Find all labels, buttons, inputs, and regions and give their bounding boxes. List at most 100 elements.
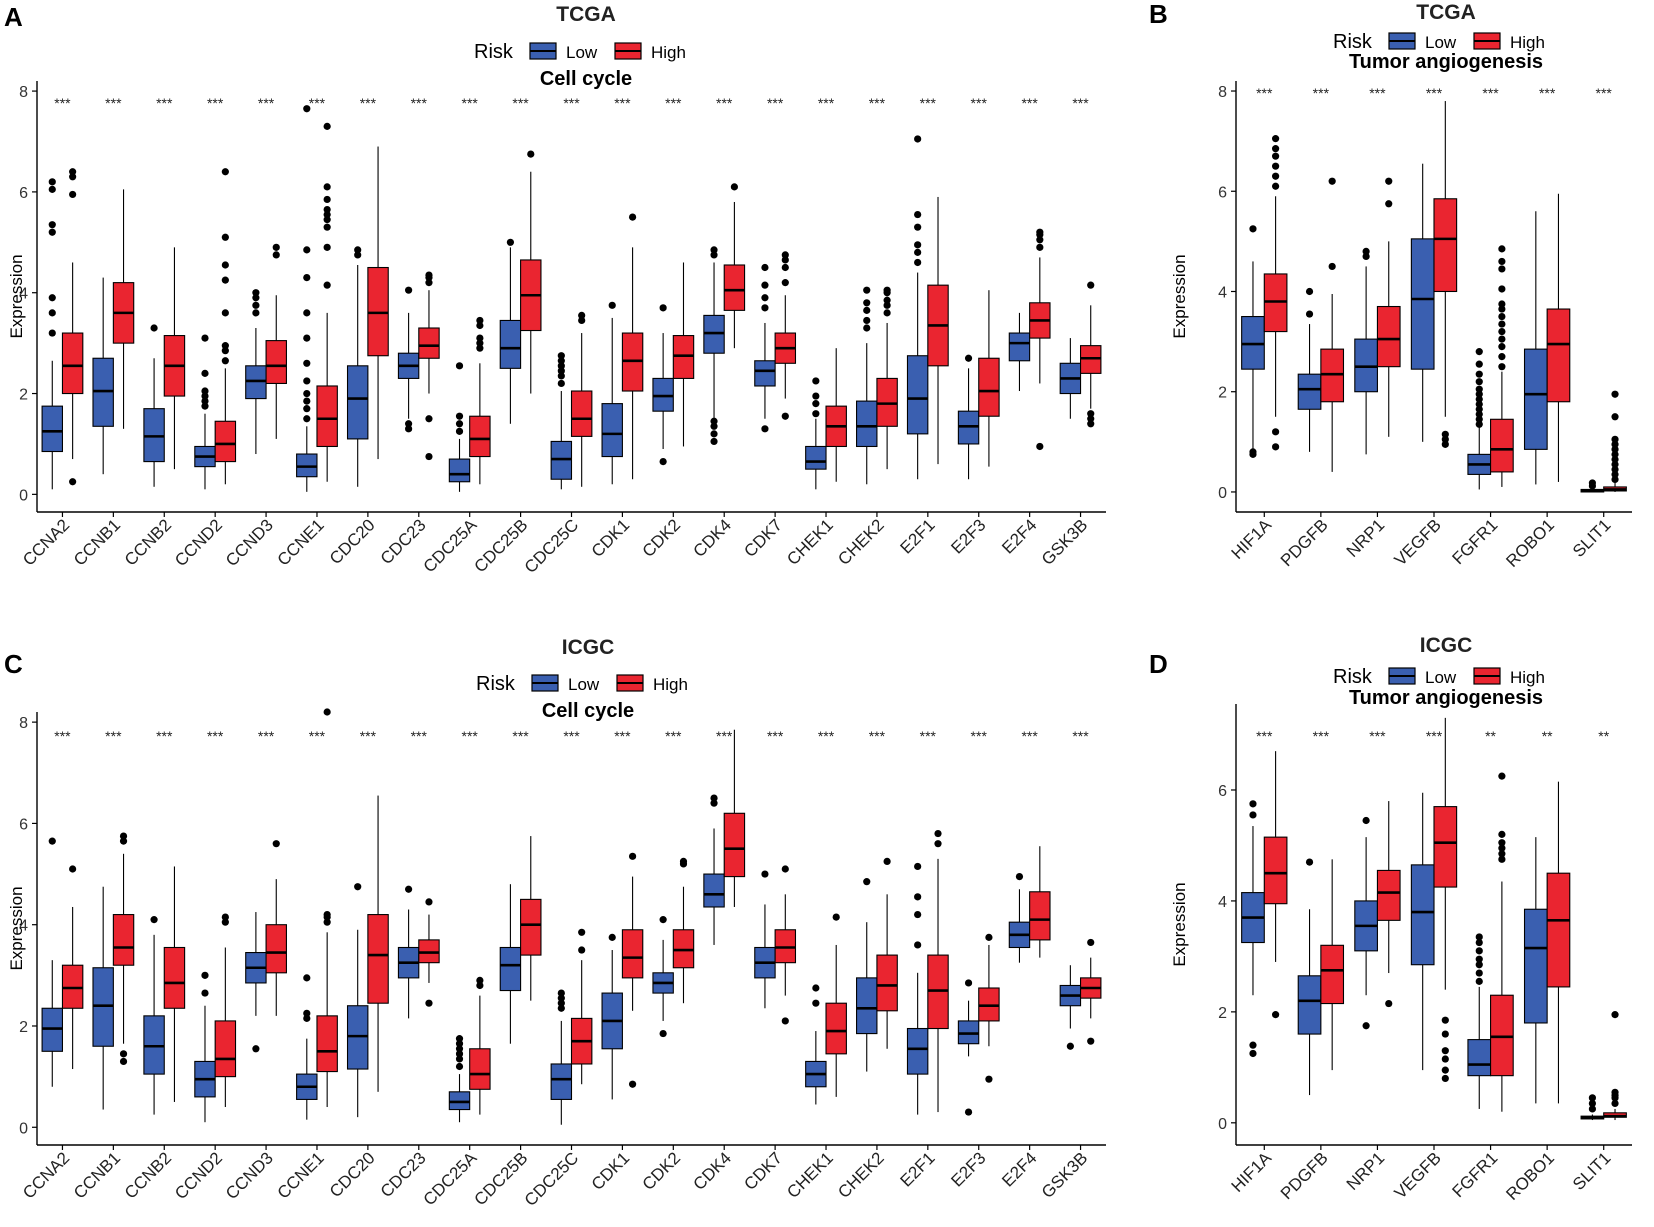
box-iqr	[1320, 944, 1345, 1005]
box-high	[1433, 101, 1458, 448]
category-nrp1: *** NRP1	[1343, 728, 1401, 1194]
outlier-point	[659, 304, 667, 312]
box-low	[805, 377, 827, 490]
outlier-point	[1475, 420, 1483, 428]
box-iqr	[469, 1048, 491, 1090]
outlier-point	[69, 865, 77, 873]
category-cdk2: *** CDK2	[639, 728, 695, 1194]
box-high	[1376, 177, 1401, 437]
outlier-point	[710, 246, 718, 254]
box-iqr	[805, 445, 827, 470]
outlier-point	[1249, 225, 1257, 233]
box-low	[957, 354, 980, 480]
box-high	[520, 836, 542, 1001]
significance-label: ***	[1021, 728, 1038, 744]
x-tick-label: CHEK1	[783, 515, 837, 569]
outlier-point	[303, 334, 311, 342]
category-pdgfb: *** PDGFB	[1277, 728, 1345, 1203]
outlier-point	[455, 1062, 464, 1071]
outlier-point	[781, 256, 789, 264]
outlier-point	[527, 150, 535, 158]
box-high	[112, 832, 135, 1066]
box-low	[906, 135, 929, 480]
outlier-point	[1087, 1037, 1095, 1045]
x-tick-label: E2F1	[896, 515, 938, 557]
significance-label: ***	[614, 95, 631, 111]
box-low	[1297, 858, 1322, 1096]
box-iqr	[1523, 348, 1548, 450]
box-iqr	[265, 340, 287, 385]
box-low	[652, 304, 674, 466]
significance-label: ***	[1369, 728, 1386, 744]
legend-title: Risk	[1333, 31, 1373, 53]
box-iqr	[1297, 975, 1322, 1035]
x-tick-label: CDK7	[740, 1148, 786, 1194]
box-high	[1079, 281, 1102, 428]
box-low	[1008, 312, 1031, 392]
outlier-point	[659, 1029, 667, 1038]
significance-label: ***	[1426, 85, 1443, 101]
box-low	[143, 916, 165, 1115]
x-tick-label: PDGFB	[1277, 515, 1332, 570]
box-iqr	[499, 946, 522, 992]
outlier-point	[1272, 152, 1280, 160]
box-iqr	[1467, 1039, 1492, 1077]
outlier-point	[914, 248, 922, 256]
outlier-point	[1475, 370, 1483, 378]
outlier-point	[578, 311, 586, 320]
outlier-point	[761, 263, 769, 272]
outlier-point	[1328, 177, 1336, 185]
box-low	[1008, 872, 1031, 963]
significance-label: **	[1485, 728, 1496, 744]
significance-label: ***	[563, 95, 580, 111]
outlier-point	[1498, 300, 1506, 308]
y-tick-label: 0	[1218, 1116, 1227, 1133]
outlier-point	[730, 183, 738, 191]
panel-label: C	[4, 649, 23, 679]
outlier-point	[1249, 1049, 1257, 1058]
category-ccnd3: *** CCND3	[222, 95, 287, 570]
outlier-point	[252, 301, 260, 309]
box-high	[61, 865, 84, 1070]
x-tick-label: NRP1	[1343, 1148, 1389, 1194]
box-low	[1059, 965, 1082, 1050]
box-high	[367, 795, 389, 1092]
outlier-point	[119, 832, 128, 840]
outlier-point	[354, 246, 362, 254]
box-low	[754, 870, 776, 1009]
outlier-point	[201, 402, 209, 410]
outlier-point	[1036, 236, 1044, 244]
outlier-point	[557, 357, 565, 365]
box-iqr	[1433, 806, 1458, 888]
outlier-point	[1498, 305, 1506, 313]
outlier-point	[964, 979, 973, 987]
outlier-point	[303, 397, 311, 405]
significance-label: ***	[1021, 95, 1038, 111]
outlier-point	[48, 329, 56, 337]
x-tick-label: E2F3	[947, 1148, 989, 1190]
outlier-point	[1498, 312, 1506, 321]
box-high	[723, 729, 746, 907]
significance-label: ***	[1256, 85, 1273, 101]
significance-label: ***	[665, 95, 682, 111]
legend-label-low: Low	[1425, 33, 1457, 52]
box-iqr	[906, 1027, 929, 1075]
legend-label-high: High	[1510, 668, 1545, 687]
outlier-point	[48, 221, 56, 229]
outlier-point	[303, 1009, 311, 1017]
outlier-point	[1305, 858, 1314, 866]
outlier-point	[628, 213, 637, 221]
outlier-point	[1475, 938, 1483, 947]
category-slit1: *** SLIT1	[1569, 85, 1627, 561]
x-tick-label: CDC25A	[420, 1148, 481, 1209]
category-ccnd3: *** CCND3	[222, 728, 287, 1203]
outlier-point	[252, 289, 260, 297]
box-iqr	[1490, 994, 1514, 1077]
box-iqr	[906, 355, 929, 435]
box-iqr	[1410, 864, 1435, 966]
outlier-point	[150, 916, 158, 924]
outlier-point	[201, 989, 209, 997]
outlier-point	[781, 865, 789, 873]
outlier-point	[934, 840, 942, 848]
